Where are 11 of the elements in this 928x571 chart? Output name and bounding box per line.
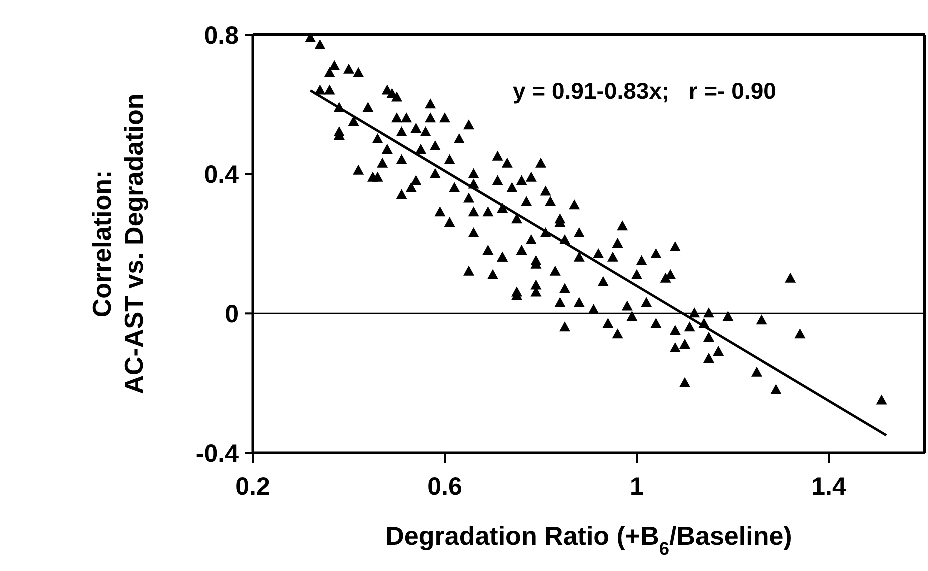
y-axis-title: Correlation: AC-AST vs. Degradation [87, 94, 149, 394]
y-tick-label: 0.4 [204, 161, 240, 190]
annotation: y = 0.91-0.83x; r =- 0.90 [513, 78, 776, 105]
x-tick-label: 1 [630, 472, 644, 501]
x-tick-label: 1.4 [812, 472, 846, 501]
y-tick-label: 0 [225, 300, 239, 329]
y-tick-label: 0.8 [204, 22, 240, 50]
x-axis-title: Degradation Ratio (+B$_{6}$/Baseline) [386, 521, 792, 559]
y-tick-label: -0.4 [196, 440, 240, 468]
x-tick-label: 0.2 [236, 472, 270, 501]
x-tick-label: 0.6 [428, 472, 462, 501]
